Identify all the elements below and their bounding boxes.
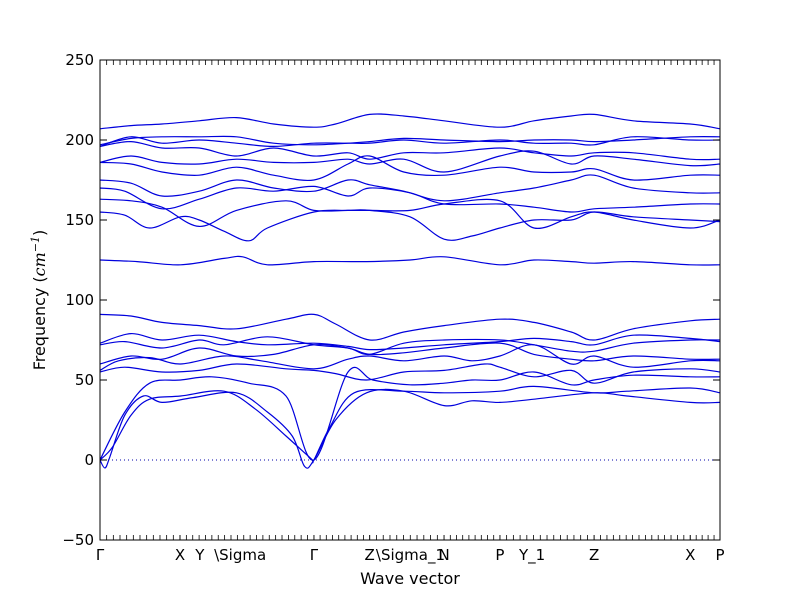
band-line-18	[99, 136, 721, 148]
band-line-1	[99, 388, 721, 469]
band-line-20	[99, 113, 721, 130]
band-line-14	[99, 174, 721, 202]
x-tick-label-7: \Sigma_1	[376, 546, 445, 565]
plot-frame	[99, 59, 721, 541]
band-line-15	[99, 155, 721, 182]
y-tick-label-2: 0	[84, 451, 94, 469]
band-line-9	[99, 313, 721, 341]
x-tick-label-10: Y_1	[518, 546, 545, 565]
band-line-19	[99, 135, 721, 146]
band-line-2	[99, 385, 721, 464]
band-line-12	[99, 198, 721, 230]
band-line-5	[99, 344, 721, 371]
y-tick-label-4: 100	[65, 291, 94, 309]
y-tick-label-7: 250	[65, 51, 94, 69]
x-axis-ticks: Γ X Y \Sigma Γ Z \Sigma_1N P Y_1 Z X P	[96, 546, 725, 565]
y-axis-title: Frequency (cm−1)	[29, 230, 49, 371]
x-minor-ticks	[99, 60, 721, 540]
band-line-4	[99, 363, 721, 384]
band-line-17	[99, 140, 721, 161]
x-tick-label-8: N	[438, 546, 449, 564]
y-axis-title-text: Frequency	[30, 288, 49, 371]
y-tick-label-6: 200	[65, 131, 94, 149]
x-tick-label-13: X	[685, 546, 695, 564]
band-line-6	[99, 342, 721, 365]
band-line-13	[99, 185, 721, 213]
band-line-16	[99, 150, 721, 173]
y-axis-unit-exponent: −1	[29, 236, 42, 252]
x-tick-label-14: P	[715, 546, 724, 564]
x-tick-label-5: Γ	[310, 546, 319, 564]
x-axis-title: Wave vector	[360, 569, 460, 588]
x-tick-label-4: \Sigma	[214, 546, 266, 564]
x-tick-label-1: Γ	[96, 546, 105, 564]
y-tick-label-1: −50	[62, 531, 94, 549]
band-line-10	[99, 255, 721, 266]
x-tick-label-11: Z	[589, 546, 599, 564]
x-tick-label-9: P	[495, 546, 504, 564]
y-axis-ticks: −50 0 50 100 150 200 250	[62, 51, 720, 549]
y-axis-unit: cm	[30, 252, 49, 276]
x-tick-label-3: Y	[194, 546, 205, 564]
y-tick-label-5: 150	[65, 211, 94, 229]
y-tick-label-3: 50	[75, 371, 94, 389]
band-line-3	[99, 366, 721, 461]
x-tick-label-6: Z	[365, 546, 375, 564]
band-line-8	[99, 332, 721, 351]
band-lines	[99, 113, 721, 469]
x-tick-label-2: X	[175, 546, 185, 564]
